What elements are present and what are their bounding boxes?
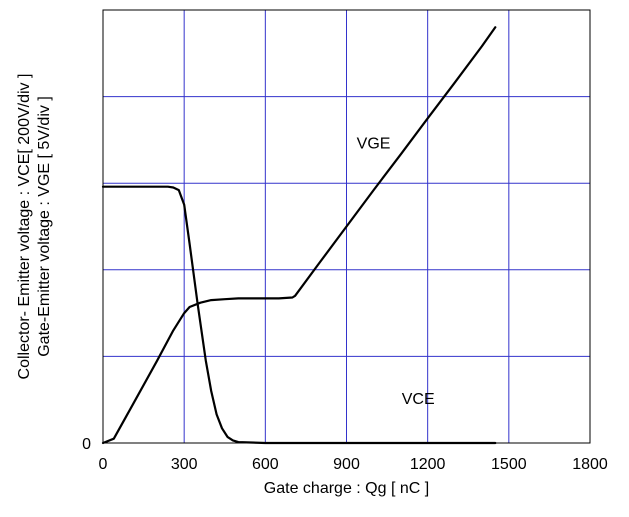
x-tick-label: 1500 (491, 456, 527, 473)
x-tick-label: 900 (333, 456, 360, 473)
x-tick-labels: 0 300 600 900 1200 1500 1800 (99, 456, 608, 473)
x-tick-label: 0 (99, 456, 108, 473)
grid-lines (103, 10, 590, 443)
x-tick-label: 1200 (410, 456, 446, 473)
x-tick-label: 300 (171, 456, 198, 473)
x-tick-label: 1800 (572, 456, 608, 473)
y-axis-label-vce: Collector- Emitter voltage : VCE[ 200V/d… (16, 74, 33, 380)
annotations: VGE VCE (357, 136, 435, 408)
y-tick-label: 0 (82, 436, 91, 453)
series-line-vge (101, 26, 497, 445)
series-layer (101, 26, 497, 445)
series-annotation-vce: VCE (402, 391, 435, 408)
y-axis-label-vge: Gate-Emitter voltage : VGE [ 5V/div ] (36, 96, 53, 357)
series-annotation-vge: VGE (357, 136, 391, 153)
x-tick-label: 600 (252, 456, 279, 473)
series-line-vce (101, 185, 497, 445)
x-axis-label: Gate charge : Qg [ nC ] (264, 480, 429, 497)
y-tick-labels: 0 (82, 436, 91, 453)
